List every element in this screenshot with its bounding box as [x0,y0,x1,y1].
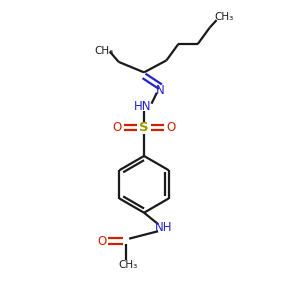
Text: N: N [156,84,165,97]
Text: O: O [112,121,122,134]
Text: S: S [139,121,149,134]
Text: HN: HN [134,100,151,113]
Text: CH₃: CH₃ [118,260,137,270]
Text: O: O [166,121,176,134]
Text: CH₃: CH₃ [94,46,113,56]
Text: CH₃: CH₃ [214,12,234,22]
Text: O: O [98,235,107,248]
Text: NH: NH [155,221,172,234]
